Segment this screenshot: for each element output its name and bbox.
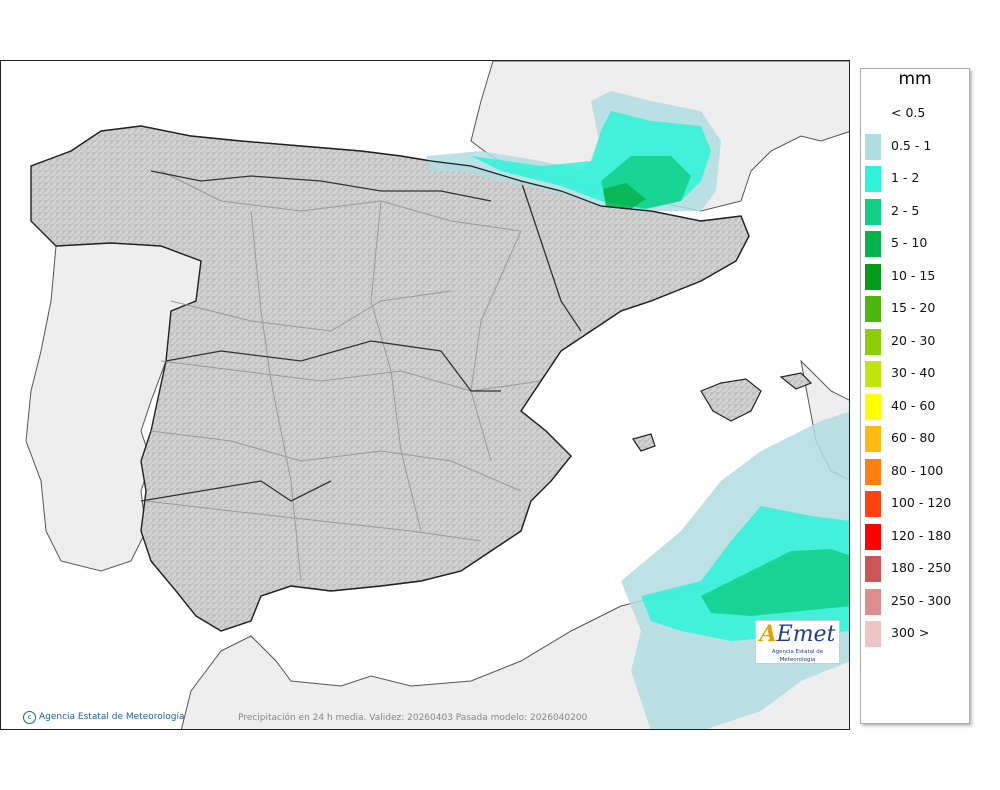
legend-item: 100 - 120 [865, 491, 969, 517]
legend-swatch [865, 296, 881, 322]
legend-label: 100 - 120 [891, 495, 952, 510]
legend-swatch [865, 426, 881, 452]
legend-item: 1 - 2 [865, 166, 969, 192]
legend-item: 10 - 15 [865, 263, 969, 290]
legend-item: 0.5 - 1 [865, 133, 969, 160]
precip-area-mediterranean-core [701, 549, 849, 616]
coastline-overlay [30, 125, 750, 632]
legend-item: < 0.5 [865, 101, 969, 127]
legend-label: 40 - 60 [891, 397, 936, 413]
legend-label: 30 - 40 [891, 365, 936, 380]
aemet-logo: AEmet Agencia Estatal de Meteorología [755, 620, 840, 664]
ibiza [632, 433, 656, 452]
legend-swatch [865, 361, 881, 387]
legend-item: 30 - 40 [865, 361, 969, 387]
mallorca [700, 378, 762, 422]
legend-label: 5 - 10 [891, 235, 928, 250]
map-canvas: c Agencia Estatal de Meteorología Precipi… [0, 60, 850, 730]
aemet-logo-mark: AEmet [759, 621, 836, 647]
menorca [779, 372, 813, 390]
legend-item: 80 - 100 [865, 458, 969, 485]
legend-swatch [865, 133, 881, 160]
legend-label: 80 - 100 [891, 462, 944, 478]
legend-label: 2 - 5 [891, 202, 920, 218]
legend-label: 300 > [891, 625, 930, 640]
legend-item: 120 - 180 [865, 523, 969, 550]
legend-swatch [865, 556, 881, 582]
legend-swatch [865, 523, 881, 550]
legend-item: 180 - 250 [865, 556, 969, 582]
legend-swatch [865, 263, 881, 290]
copyright-text: Agencia Estatal de Meteorología [39, 712, 185, 722]
legend-item: 250 - 300 [865, 588, 969, 615]
legend-label: 250 - 300 [891, 592, 952, 608]
copyright-icon: c [23, 711, 36, 724]
legend-label: 15 - 20 [891, 300, 936, 315]
legend-item: 20 - 30 [865, 328, 969, 355]
map-caption: Precipitación en 24 h media. Validez: 20… [238, 713, 588, 723]
copyright-notice: c Agencia Estatal de Meteorología [23, 711, 185, 724]
legend-swatch [865, 621, 881, 647]
legend-label: 10 - 15 [891, 267, 936, 283]
legend-swatch [865, 458, 881, 485]
legend-label: 20 - 30 [891, 332, 936, 348]
aemet-logo-subtitle: Agencia Estatal de Meteorología [771, 649, 824, 663]
legend-swatch [865, 491, 881, 517]
legend-label: 120 - 180 [891, 527, 952, 543]
legend-swatch [865, 198, 881, 225]
legend-swatch [865, 393, 881, 420]
precip-legend: mm < 0.5 0.5 - 1 1 - 2 2 - 5 5 - 10 10 - 15 15… [860, 68, 970, 724]
legend-label: 0.5 - 1 [891, 137, 932, 153]
legend-item: 5 - 10 [865, 231, 969, 257]
legend-swatch [865, 166, 881, 192]
legend-unit: mm [898, 69, 932, 89]
legend-swatch [865, 588, 881, 615]
autonomous-community-borders [140, 170, 582, 502]
legend-swatch [865, 231, 881, 257]
precip-area-navarra-core [603, 183, 646, 209]
legend-label: 60 - 80 [891, 430, 936, 445]
legend-label: < 0.5 [891, 105, 926, 120]
legend-label: 180 - 250 [891, 560, 952, 575]
legend-item: 2 - 5 [865, 198, 969, 225]
legend-item: 40 - 60 [865, 393, 969, 420]
region-borders [145, 170, 542, 582]
legend-swatch [865, 328, 881, 355]
legend-item: 60 - 80 [865, 426, 969, 452]
legend-item: 15 - 20 [865, 296, 969, 322]
legend-item: 300 > [865, 621, 969, 647]
legend-swatch [865, 101, 881, 127]
legend-label: 1 - 2 [891, 170, 920, 185]
map-svg [1, 61, 849, 729]
